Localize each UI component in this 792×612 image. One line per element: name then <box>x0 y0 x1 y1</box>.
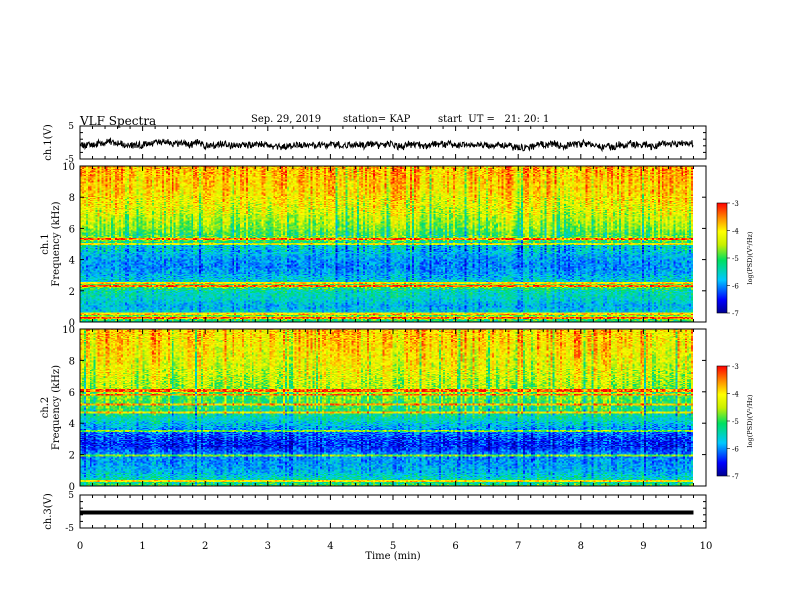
y-tick-label: 0 <box>69 482 75 493</box>
y-axis-label: ch.1(V) <box>43 124 54 161</box>
color-bar-tick-label: -4 <box>732 391 739 399</box>
spectrogram-ch1 <box>80 166 693 322</box>
color-bar-tick-label: -5 <box>732 255 739 263</box>
x-tick-label: 0 <box>77 541 83 552</box>
y-tick-label: 6 <box>69 224 75 235</box>
color-bar <box>717 203 727 313</box>
waveform-ch1 <box>80 137 694 153</box>
y-tick-label: 4 <box>69 419 75 430</box>
chart-title: VLF Spectra <box>80 114 157 128</box>
y-tick-label: 6 <box>69 388 75 399</box>
color-bar-tick-label: -7 <box>732 473 739 481</box>
y-tick-label: 0 <box>69 318 75 329</box>
y-tick-label: 5 <box>68 122 74 132</box>
y-tick-label: 8 <box>69 356 75 367</box>
y-tick-label: 8 <box>69 193 75 204</box>
color-bar-label: log(PSD)(V²/Hz) <box>746 231 754 284</box>
x-axis-label: Time (min) <box>365 551 420 562</box>
color-bar-tick-label: -4 <box>732 228 739 236</box>
y-tick-label: -5 <box>65 524 74 534</box>
color-bar-tick-label: -5 <box>732 418 739 426</box>
x-tick-label: 6 <box>452 541 458 552</box>
color-bar <box>717 366 727 476</box>
x-tick-label: 7 <box>515 541 521 552</box>
color-bar-tick-label: -6 <box>732 446 739 454</box>
x-tick-label: 3 <box>265 541 271 552</box>
y-tick-label: 10 <box>62 325 75 336</box>
station-label: station= KAP <box>343 114 411 125</box>
x-tick-label: 2 <box>202 541 208 552</box>
y-axis-label: ch.1 <box>40 233 51 255</box>
color-bar-tick-label: -3 <box>732 363 739 371</box>
spectrogram-ch2 <box>80 329 693 486</box>
date-label: Sep. 29, 2019 <box>251 114 322 125</box>
y-axis-label: ch.3(V) <box>43 493 54 530</box>
y-axis-label: Frequency (kHz) <box>51 201 62 286</box>
x-tick-label: 4 <box>327 541 333 552</box>
x-tick-label: 1 <box>139 541 145 552</box>
x-tick-label: 9 <box>640 541 646 552</box>
color-bar-tick-label: -3 <box>732 200 739 208</box>
y-axis-label: Frequency (kHz) <box>51 365 62 450</box>
x-tick-label: 10 <box>700 541 713 552</box>
color-bar-label: log(PSD)(V²/Hz) <box>746 394 754 447</box>
color-bar-tick-label: -7 <box>732 310 739 318</box>
y-tick-label: 2 <box>69 451 75 462</box>
y-axis-label: ch.2 <box>40 397 51 419</box>
x-tick-label: 8 <box>578 541 584 552</box>
y-tick-label: 4 <box>69 256 75 267</box>
x-tick-label: 5 <box>390 541 396 552</box>
y-tick-label: 2 <box>69 287 75 298</box>
y-tick-label: 5 <box>68 491 74 501</box>
start-time-label: start UT = 21: 20: 1 <box>438 114 550 125</box>
y-tick-label: 10 <box>62 162 75 173</box>
color-bar-tick-label: -6 <box>732 283 739 291</box>
y-tick-label: -5 <box>65 155 74 165</box>
